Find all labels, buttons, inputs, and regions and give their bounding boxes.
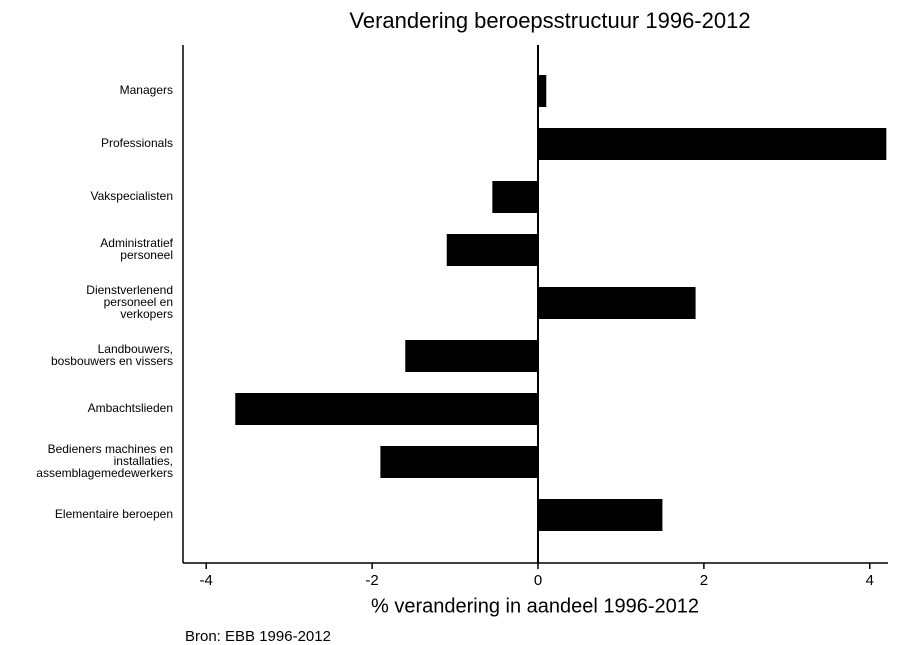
source-note: Bron: EBB 1996-2012: [185, 628, 331, 645]
x-tick-label: 0: [534, 572, 542, 589]
bar: [537, 499, 663, 531]
y-tick-label: Vakspecialisten: [91, 189, 174, 203]
bar: [235, 393, 538, 425]
x-axis-label: % verandering in aandeel 1996-2012: [371, 595, 699, 617]
bar: [537, 287, 696, 319]
bar: [405, 340, 538, 372]
bar: [492, 181, 538, 213]
y-tick-label: Landbouwers, bosbouwers en vissers: [51, 342, 173, 368]
x-tick-label: 2: [700, 572, 708, 589]
bar: [537, 128, 887, 160]
x-tick-label: 4: [866, 572, 874, 589]
y-tick-label: Managers: [120, 83, 173, 97]
y-tick-label: Professionals: [101, 136, 173, 150]
chart-title: Verandering beroepsstructuur 1996-2012: [349, 8, 750, 33]
bar: [446, 234, 538, 266]
bar: [380, 446, 538, 478]
y-tick-label: Dienstverlenend personeel en verkopers: [86, 283, 173, 321]
x-tick-label: -4: [200, 572, 213, 589]
y-tick-label: Administratief personeel: [100, 236, 173, 262]
y-tick-label: Bedieners machines en installaties, assemb…: [36, 442, 173, 480]
bar: [537, 75, 547, 107]
y-tick-label: Elementaire beroepen: [55, 507, 173, 521]
x-tick-label: -2: [365, 572, 378, 589]
y-tick-label: Ambachtslieden: [88, 401, 173, 415]
